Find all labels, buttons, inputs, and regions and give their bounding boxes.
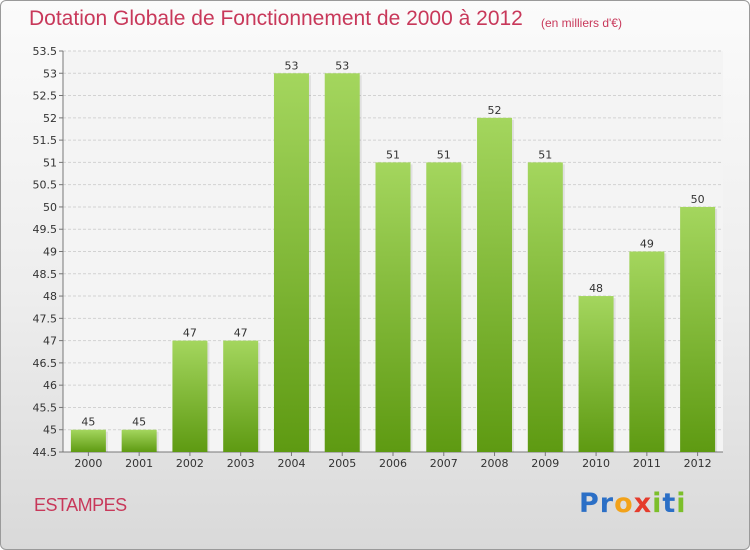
x-tick-label-2004: 2004: [277, 457, 305, 470]
brand-logo: Proxiti: [579, 488, 687, 519]
x-tick-label-2005: 2005: [328, 457, 356, 470]
value-label-2010: 48: [589, 282, 603, 295]
y-tick-label: 47.5: [33, 312, 58, 325]
value-label-2006: 51: [386, 148, 400, 161]
x-tick-label-2002: 2002: [176, 457, 204, 470]
bar-2001: [121, 429, 157, 452]
value-label-2004: 53: [284, 59, 298, 72]
bar-2007: [426, 162, 462, 452]
y-tick-label: 50.5: [33, 179, 58, 192]
y-tick-label: 46.5: [33, 357, 58, 370]
y-tick-label: 48: [43, 290, 57, 303]
y-tick-label: 47: [43, 335, 57, 348]
value-label-2002: 47: [183, 327, 197, 340]
x-tick-label-2001: 2001: [125, 457, 153, 470]
bar-2004: [273, 73, 309, 453]
brand-letter: i: [676, 488, 687, 519]
value-label-2000: 45: [81, 416, 95, 429]
unit-note: (en milliers d'€): [541, 16, 622, 30]
y-tick-label: 53.5: [33, 45, 58, 58]
bar-2000: [70, 429, 106, 452]
value-label-2005: 53: [335, 59, 349, 72]
y-tick-label: 49: [43, 246, 57, 259]
bar-2011: [629, 251, 665, 452]
bar-2002: [172, 340, 208, 452]
y-tick-label: 51.5: [33, 134, 58, 147]
y-tick-label: 51: [43, 156, 57, 169]
bar-2006: [375, 162, 411, 452]
brand-letter: o: [614, 488, 634, 519]
brand-letter: r: [599, 488, 615, 519]
brand-letter: t: [662, 488, 677, 519]
value-label-2011: 49: [640, 238, 654, 251]
y-tick-label: 45.5: [33, 401, 58, 414]
bar-2012: [680, 206, 716, 452]
city-name: ESTAMPES: [34, 495, 127, 515]
y-tick-label: 53: [43, 67, 57, 80]
x-tick-label-2000: 2000: [74, 457, 102, 470]
y-tick-label: 50: [43, 201, 57, 214]
y-tick-label: 49.5: [33, 223, 58, 236]
value-label-2009: 51: [538, 148, 552, 161]
bar-2005: [324, 73, 360, 453]
x-tick-label-2010: 2010: [582, 457, 610, 470]
bar-2008: [477, 117, 513, 452]
brand-letter: P: [579, 488, 600, 519]
y-tick-label: 48.5: [33, 268, 58, 281]
value-label-2012: 50: [691, 193, 705, 206]
brand-letter: i: [652, 488, 663, 519]
bar-2010: [578, 296, 614, 452]
x-tick-label-2011: 2011: [633, 457, 661, 470]
y-tick-label: 45: [43, 424, 57, 437]
bar-2003: [223, 340, 259, 452]
y-tick-label: 52.5: [33, 90, 58, 103]
chart-title: Dotation Globale de Fonctionnement de 20…: [29, 7, 523, 30]
value-label-2007: 51: [437, 148, 451, 161]
x-tick-label-2008: 2008: [481, 457, 509, 470]
value-label-2001: 45: [132, 416, 146, 429]
x-tick-label-2012: 2012: [684, 457, 712, 470]
x-tick-label-2006: 2006: [379, 457, 407, 470]
value-label-2008: 52: [488, 104, 502, 117]
x-tick-label-2007: 2007: [430, 457, 458, 470]
y-tick-label: 46: [43, 379, 57, 392]
x-tick-label-2003: 2003: [227, 457, 255, 470]
y-tick-label: 52: [43, 112, 57, 125]
value-label-2003: 47: [234, 327, 248, 340]
brand-letter: x: [633, 488, 653, 519]
bar-2009: [527, 162, 563, 452]
y-tick-label: 44.5: [33, 446, 58, 459]
x-tick-label-2009: 2009: [531, 457, 559, 470]
